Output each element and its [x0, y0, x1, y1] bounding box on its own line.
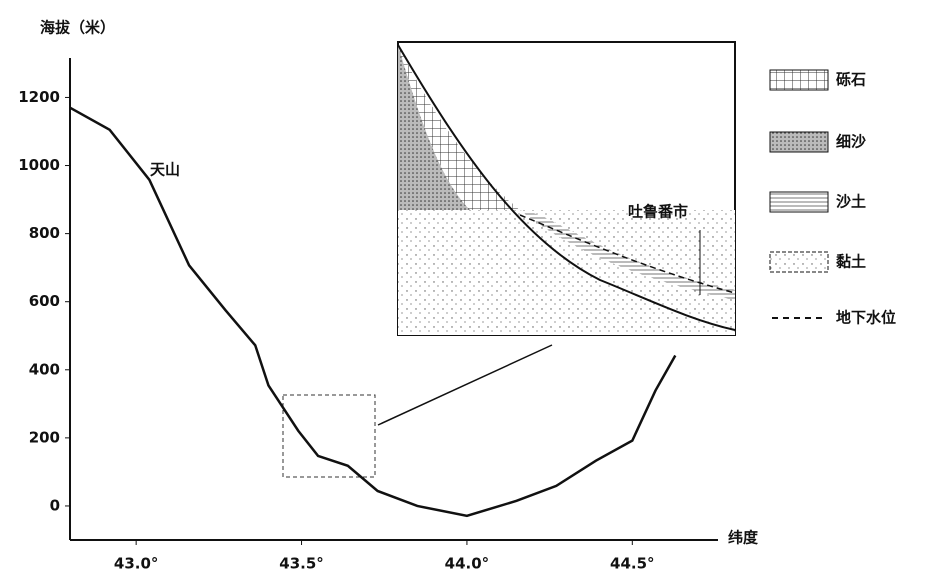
legend: 砾石 细沙 沙土 黏土 地下水位: [769, 69, 896, 327]
legend-label: 砾石: [836, 71, 866, 89]
y-axis-title: 海拔（米）: [40, 19, 115, 37]
axes: [69, 58, 718, 541]
legend-label: 沙土: [836, 193, 866, 211]
y-tick-label: 1200: [18, 88, 60, 106]
zoom-box: [282, 394, 376, 478]
x-tick-label: 43.5°: [279, 555, 324, 573]
x-tick-label: 44.0°: [445, 555, 490, 573]
y-tick-label: 600: [29, 292, 60, 310]
legend-label: 地下水位: [836, 309, 896, 327]
inset: [397, 41, 736, 336]
legend-label: 黏土: [836, 253, 866, 271]
y-tick-label: 200: [29, 428, 60, 446]
zoom-link: [377, 344, 553, 426]
legend-label: 细沙: [836, 133, 866, 151]
y-tick-label: 1000: [18, 156, 60, 174]
y-tick-label: 0: [50, 496, 60, 514]
profile-line: [69, 106, 677, 518]
annotation: 天山: [150, 161, 180, 179]
annotation: 吐鲁番市: [628, 203, 688, 221]
x-axis-title: 纬度: [728, 529, 759, 547]
x-tick-label: 44.5°: [610, 555, 655, 573]
x-tick-label: 43.0°: [114, 555, 159, 573]
y-tick-label: 800: [29, 224, 60, 242]
y-tick-label: 400: [29, 360, 60, 378]
